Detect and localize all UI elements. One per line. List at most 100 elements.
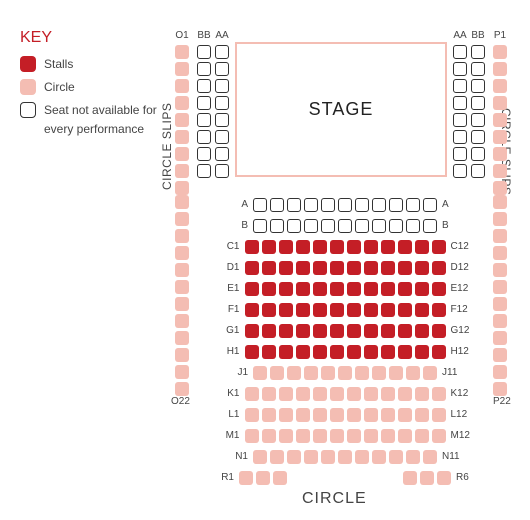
seat: [364, 429, 378, 443]
seat: [330, 303, 344, 317]
seat: [215, 45, 229, 59]
seat: [493, 181, 507, 195]
seat-cells: [245, 240, 446, 254]
seat: [215, 147, 229, 161]
seat: [321, 450, 335, 464]
seat-cells: [245, 345, 446, 359]
seat-row: H1H12: [175, 341, 515, 362]
seat: [197, 164, 211, 178]
seat: [423, 219, 437, 233]
seat: [175, 181, 189, 195]
seat: [389, 198, 403, 212]
row-label-right: L12: [446, 409, 472, 420]
seat: [338, 450, 352, 464]
seat: [279, 240, 293, 254]
seat: [279, 387, 293, 401]
seat: [415, 408, 429, 422]
seat: [389, 219, 403, 233]
seat: [432, 387, 446, 401]
legend-title: KEY: [20, 25, 164, 51]
col-label: AA: [215, 30, 229, 42]
row-label-left: M1: [219, 430, 245, 441]
seat: [321, 366, 335, 380]
seat: [279, 261, 293, 275]
seat-row: BB: [175, 215, 515, 236]
seat: [355, 450, 369, 464]
seat: [197, 45, 211, 59]
seat: [364, 240, 378, 254]
seat: [493, 62, 507, 76]
seat-row: L1 L12: [175, 404, 515, 425]
seat: [338, 198, 352, 212]
seat: [415, 261, 429, 275]
seat: [471, 113, 485, 127]
seat: [175, 96, 189, 110]
row-label-left: E1: [219, 283, 245, 294]
seat: [304, 219, 318, 233]
swatch-stalls: [20, 56, 36, 72]
seat: [245, 387, 259, 401]
seat: [330, 345, 344, 359]
seat: [279, 303, 293, 317]
stage-label: STAGE: [309, 99, 374, 120]
seat: [423, 450, 437, 464]
seat: [330, 408, 344, 422]
row-label-left: A: [227, 199, 253, 210]
seat: [453, 130, 467, 144]
seat: [175, 164, 189, 178]
seat: [347, 240, 361, 254]
seat-cells: [239, 471, 451, 485]
seat: [245, 240, 259, 254]
seat: [262, 261, 276, 275]
seat: [330, 282, 344, 296]
seat: [175, 113, 189, 127]
seat: [197, 79, 211, 93]
col-label: BB: [471, 30, 485, 42]
circle-slips-left-label: CIRCLE SLIPS: [160, 103, 174, 190]
seat: [381, 261, 395, 275]
seat: [313, 240, 327, 254]
seat: [453, 147, 467, 161]
seat: [471, 96, 485, 110]
seat: [372, 450, 386, 464]
seat-cells: [245, 408, 446, 422]
seat-row: G1G12: [175, 320, 515, 341]
seat: [471, 164, 485, 178]
seat: [453, 164, 467, 178]
seat: [415, 303, 429, 317]
row-label-left: L1: [219, 409, 245, 420]
seat: [347, 387, 361, 401]
seat: [197, 62, 211, 76]
stage-box: STAGE: [235, 42, 447, 177]
legend-row-na: Seat not available for every performance: [20, 101, 164, 139]
seat: [330, 387, 344, 401]
seat: [245, 282, 259, 296]
seat: [432, 408, 446, 422]
top-col: AA: [453, 30, 467, 178]
seat-row: R1R6: [175, 467, 515, 488]
seat: [245, 408, 259, 422]
seat: [493, 79, 507, 93]
seat: [296, 303, 310, 317]
seat: [372, 198, 386, 212]
seat: [296, 282, 310, 296]
seat-cells: [245, 387, 446, 401]
row-label-right: R6: [451, 472, 477, 483]
col-label: BB: [197, 30, 211, 42]
seat: [330, 240, 344, 254]
seat: [287, 198, 301, 212]
seat: [432, 261, 446, 275]
seat: [270, 366, 284, 380]
seat: [398, 303, 412, 317]
seat: [364, 261, 378, 275]
seat: [245, 345, 259, 359]
seat: [364, 324, 378, 338]
legend-label-na: Seat not available for every performance: [44, 101, 164, 139]
seat: [493, 130, 507, 144]
seat: [253, 366, 267, 380]
seat: [321, 219, 335, 233]
seat: [381, 282, 395, 296]
seat: [296, 429, 310, 443]
col-label: O1: [175, 30, 189, 42]
seat: [406, 198, 420, 212]
